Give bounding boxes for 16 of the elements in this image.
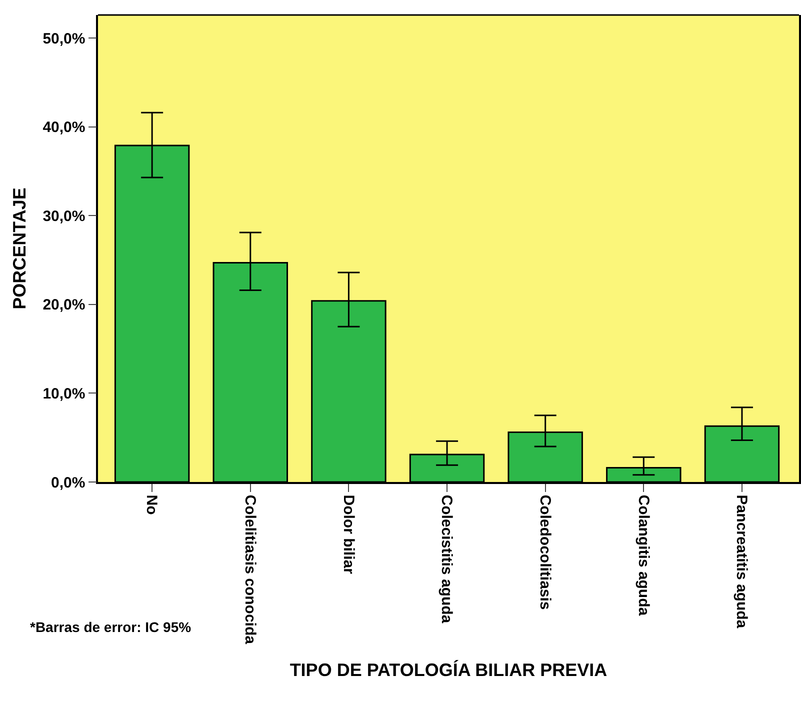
y-tick-label: 30,0% (42, 208, 86, 225)
text: *Barras de error: IC 95% (30, 619, 192, 635)
x-tick-label: Colecistitis aguda (438, 494, 456, 624)
y-tick-label: 50,0% (42, 30, 86, 48)
x-tick-label: Colangitis aguda (634, 494, 652, 616)
x-axis-title: TIPO DE PATOLOGÍA BILIAR PREVIA (290, 660, 608, 680)
y-tick-label: 20,0% (42, 296, 86, 314)
y-tick-label: 10,0% (42, 385, 86, 402)
x-tick-label: Colelitiasis conocida (242, 494, 259, 645)
x-tick-label: Pancreatitis aguda (733, 494, 750, 629)
y-tick-label: 0,0% (51, 474, 86, 492)
x-tick-label: Coledocolitiasis (536, 494, 554, 610)
y-tick-label: 40,0% (42, 119, 86, 136)
x-tick-label: Dolor biliar (340, 494, 357, 574)
x-tick-label: No (143, 494, 160, 515)
y-axis-title: PORCENTAJE (9, 188, 30, 310)
